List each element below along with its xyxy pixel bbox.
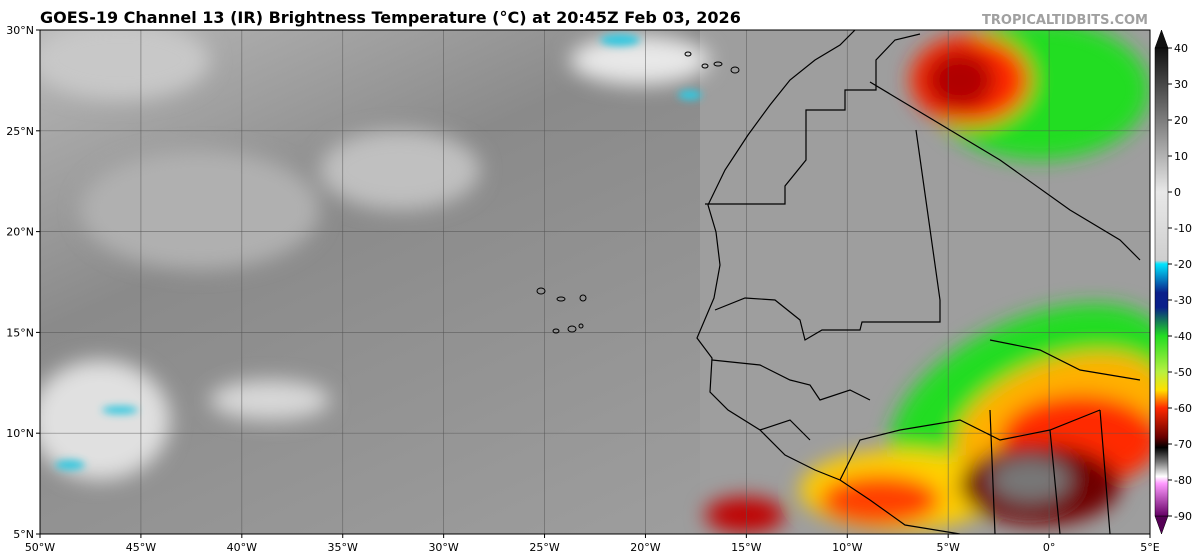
colorbar-tick-label: -30 — [1174, 294, 1192, 307]
colorbar-tick-label: -90 — [1174, 510, 1192, 523]
lon-tick-label: 50°W — [25, 541, 55, 554]
colorbar-tick-label: 10 — [1174, 150, 1188, 163]
colorbar-tick-label: 0 — [1174, 186, 1181, 199]
axes: 50°W 45°W 40°W 35°W 30°W 25°W 20°W 15°W 10°W 5°W 0… — [6, 24, 1160, 554]
colorbar-tick-label: -70 — [1174, 438, 1192, 451]
colorbar-tick-label: 20 — [1174, 114, 1188, 127]
colorbar: 40 30 20 10 0 -10 -20 -30 -40 -50 -60 -70 -80 -90 — [1154, 29, 1192, 535]
colorbar-tick-label: -60 — [1174, 402, 1192, 415]
coastlines — [536, 30, 1141, 534]
colorbar-tick-label: -40 — [1174, 330, 1192, 343]
colorbar-tick-label: 30 — [1174, 78, 1188, 91]
lat-tick-label: 5°N — [13, 528, 34, 541]
lat-tick-label: 15°N — [6, 326, 34, 339]
colorbar-tick-label: -50 — [1174, 366, 1192, 379]
lat-tick-label: 30°N — [6, 24, 34, 37]
colorbar-tick-label: -80 — [1174, 474, 1192, 487]
lon-tick-label: 35°W — [328, 541, 358, 554]
lon-tick-label: 15°W — [731, 541, 761, 554]
lon-tick-label: 5°W — [936, 541, 959, 554]
lon-tick-label: 30°W — [428, 541, 458, 554]
title: GOES-19 Channel 13 (IR) Brightness Tempe… — [40, 8, 741, 27]
colorbar-tick-label: 40 — [1174, 42, 1188, 55]
satellite-image — [40, 30, 1150, 534]
lon-tick-label: 5°E — [1140, 541, 1159, 554]
lat-tick-label: 10°N — [6, 427, 34, 440]
lon-tick-label: 20°W — [630, 541, 660, 554]
lon-tick-label: 40°W — [227, 541, 257, 554]
source: TROPICALTIDBITS.COM — [982, 13, 1148, 28]
lat-tick-label: 25°N — [6, 125, 34, 138]
colorbar-tick-label: -10 — [1174, 222, 1192, 235]
lon-tick-label: 45°W — [126, 541, 156, 554]
lat-tick-label: 20°N — [6, 226, 34, 239]
lon-tick-label: 10°W — [832, 541, 862, 554]
colorbar-scale — [1154, 47, 1169, 517]
map-frame — [39, 29, 1151, 535]
lon-tick-label: 25°W — [529, 541, 559, 554]
colorbar-tick-label: -20 — [1174, 258, 1192, 271]
lon-tick-label: 0° — [1043, 541, 1056, 554]
